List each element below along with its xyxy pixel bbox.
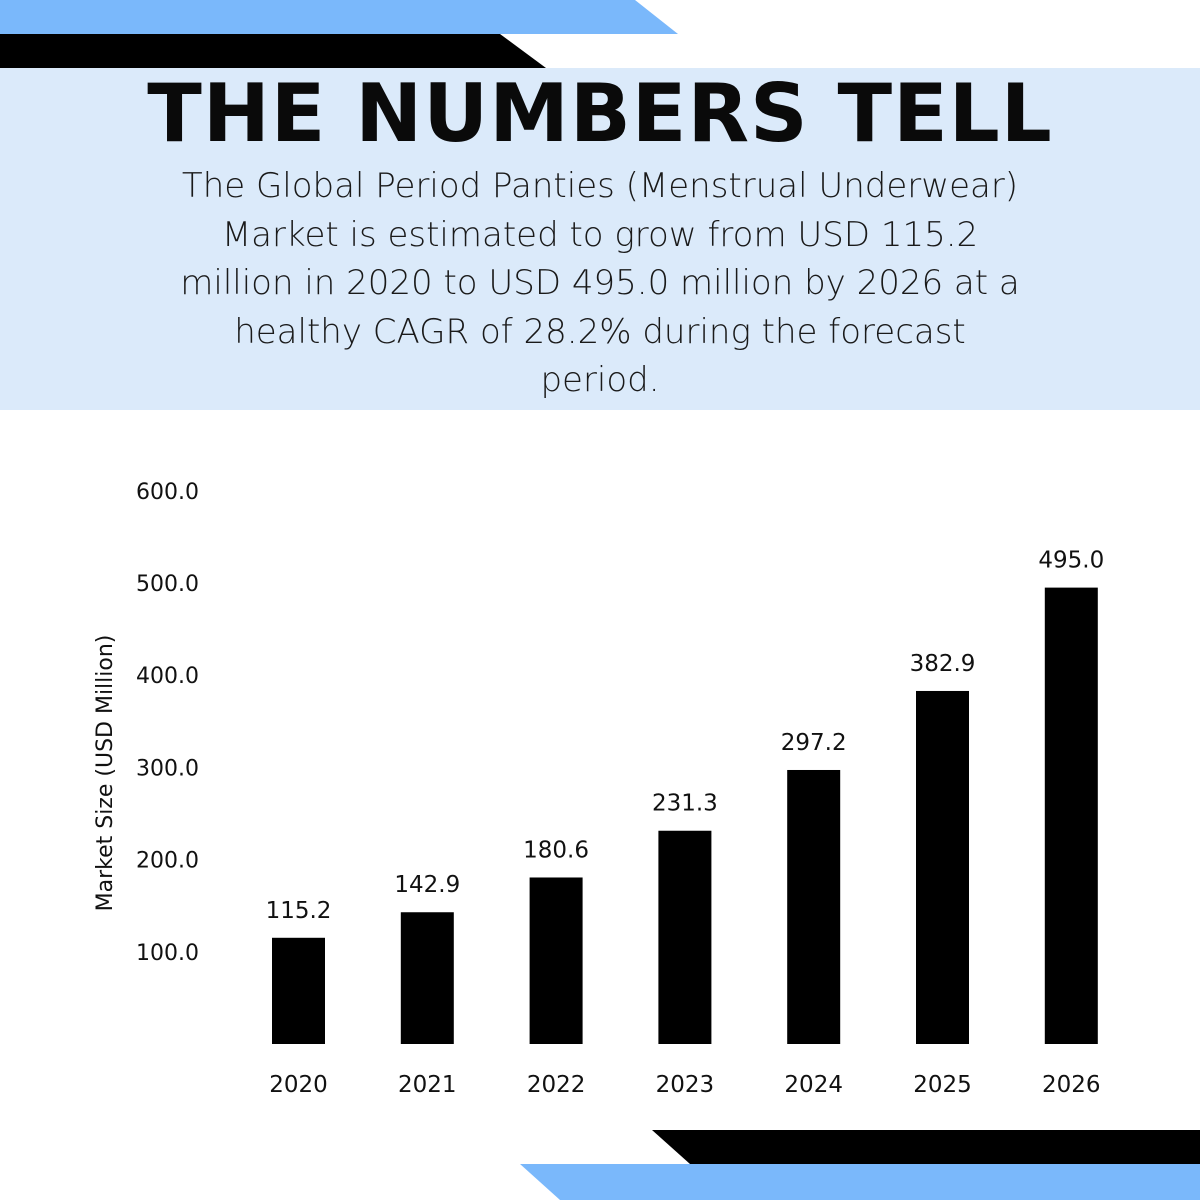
bar xyxy=(529,877,583,1044)
bars xyxy=(272,587,1098,1044)
page-title: THE NUMBERS TELL xyxy=(147,67,1053,160)
bar xyxy=(1044,587,1098,1044)
x-category-label: 2026 xyxy=(1042,1072,1101,1098)
bar xyxy=(787,769,841,1044)
bar xyxy=(400,912,454,1044)
bar-value-label: 180.6 xyxy=(523,837,589,863)
x-category-label: 2021 xyxy=(398,1072,457,1098)
page-subtitle: The Global Period Panties (Menstrual Und… xyxy=(180,166,1020,400)
bar-value-label: 382.9 xyxy=(910,651,976,677)
bar xyxy=(916,690,969,1044)
bar-value-label: 495.0 xyxy=(1038,548,1104,574)
top-blue-stripe xyxy=(0,0,678,34)
y-axis-label: Market Size (USD Million) xyxy=(93,635,118,912)
bottom-black-stripe xyxy=(652,1130,1200,1164)
top-blue-stripe-shape xyxy=(0,0,678,34)
bar-value-label: 231.3 xyxy=(652,791,718,817)
bar-value-label: 142.9 xyxy=(394,872,460,898)
x-category-label: 2023 xyxy=(656,1072,715,1098)
bar-value-labels: 115.2 142.9 180.6 231.3 297.2 382.9 495.0 xyxy=(266,548,1105,924)
bottom-black-stripe-shape xyxy=(652,1130,1200,1164)
x-axis-category-labels: 2020 2021 2022 2023 2024 2025 2026 xyxy=(269,1072,1100,1098)
bar xyxy=(658,830,712,1044)
y-tick-label: 100.0 xyxy=(136,941,199,966)
x-category-label: 2025 xyxy=(913,1072,972,1098)
bar-chart: 100.0 200.0 300.0 400.0 500.0 600.0 Market Si… xyxy=(93,480,1105,1098)
top-black-stripe-shape xyxy=(0,34,546,68)
y-tick-label: 500.0 xyxy=(136,572,199,597)
bottom-blue-stripe xyxy=(520,1164,1200,1200)
header-panel xyxy=(0,68,1200,410)
top-black-stripe xyxy=(0,34,546,68)
x-category-label: 2020 xyxy=(269,1072,328,1098)
y-axis-ticks: 100.0 200.0 300.0 400.0 500.0 600.0 xyxy=(136,480,199,966)
x-category-label: 2022 xyxy=(527,1072,586,1098)
y-tick-label: 300.0 xyxy=(136,756,199,781)
y-tick-label: 400.0 xyxy=(136,664,199,689)
x-category-label: 2024 xyxy=(784,1072,843,1098)
bar xyxy=(272,937,325,1044)
y-tick-label: 200.0 xyxy=(136,849,199,874)
bottom-blue-stripe-shape xyxy=(520,1164,1200,1200)
bar-value-label: 115.2 xyxy=(266,898,332,924)
y-tick-label: 600.0 xyxy=(136,480,199,505)
bar-value-label: 297.2 xyxy=(781,730,847,756)
